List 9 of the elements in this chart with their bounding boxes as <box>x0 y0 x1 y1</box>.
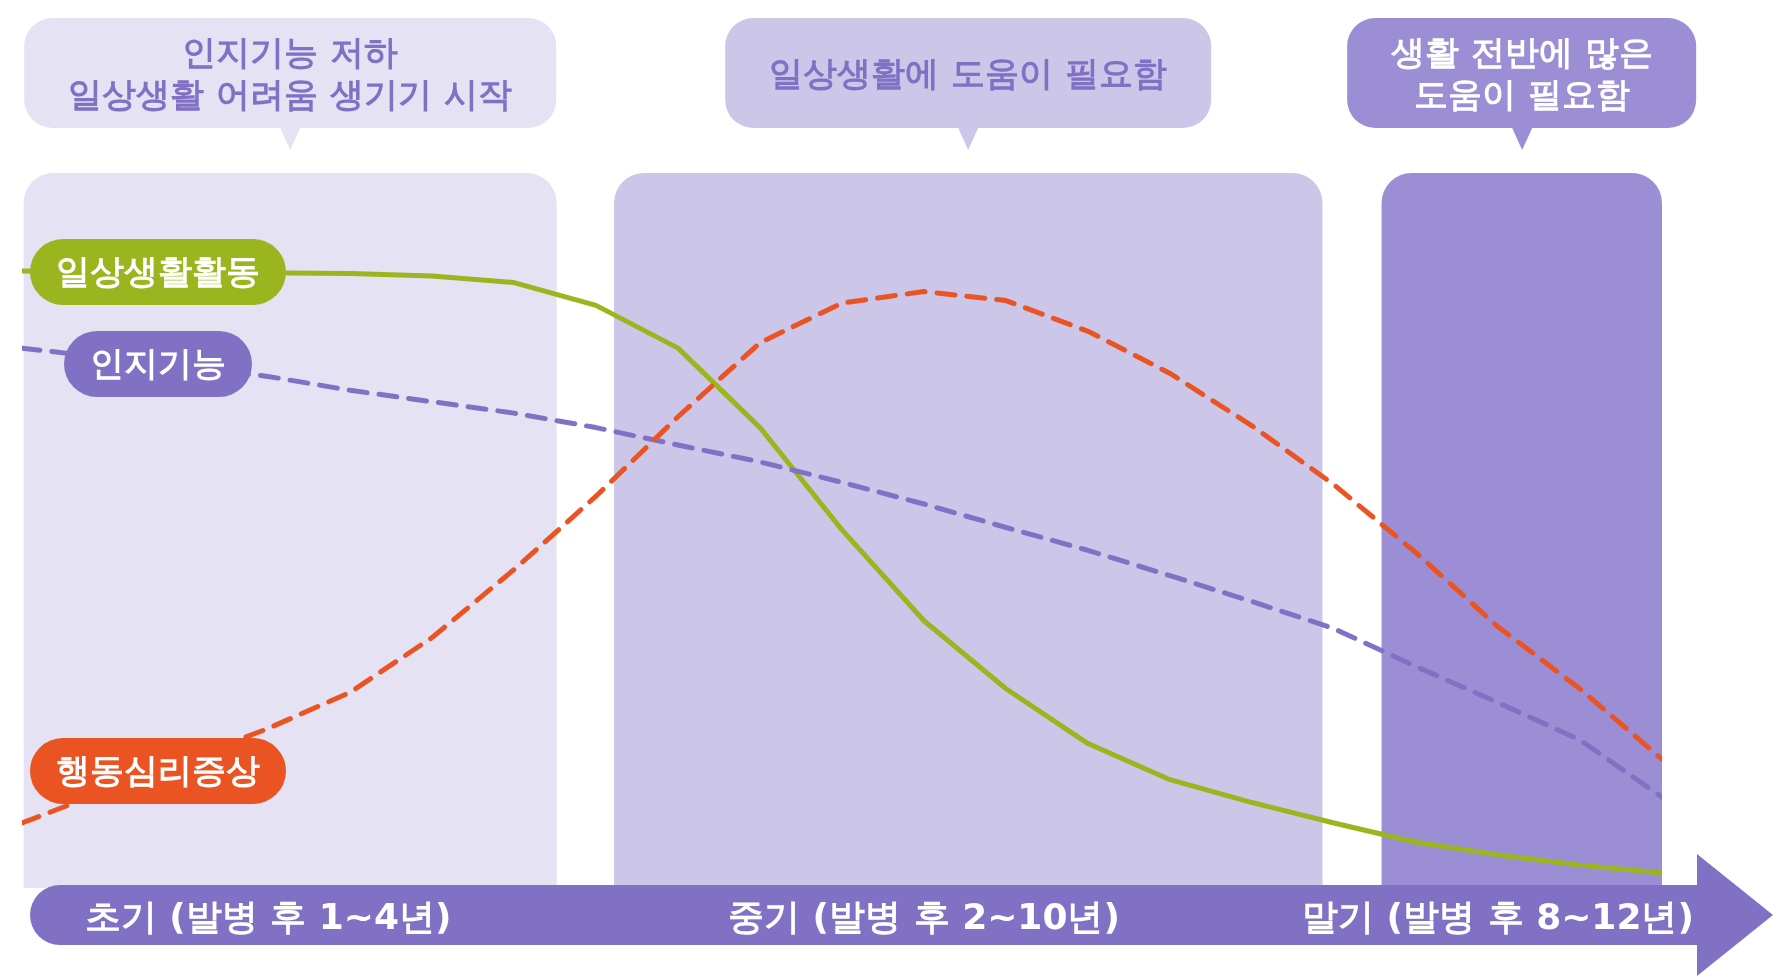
x-tick-label: 말기 (발병 후 8~12년) <box>1302 895 1694 937</box>
text: 일상생활에 도움이 필요함 <box>725 18 1212 128</box>
series-label: 일상생활활동 <box>30 239 287 306</box>
x-tick-label: 중기 (발병 후 2~10년) <box>728 895 1120 937</box>
text: 인지기능 저하 일상생활 어려움 생기기 시작 <box>24 18 556 128</box>
x-tick-label: 초기 (발병 후 1~4년) <box>84 895 452 937</box>
series-label: 인지기능 <box>64 330 253 397</box>
series-label: 행동심리증상 <box>30 737 287 804</box>
text: 생활 전반에 많은 도움이 필요함 <box>1346 18 1697 128</box>
